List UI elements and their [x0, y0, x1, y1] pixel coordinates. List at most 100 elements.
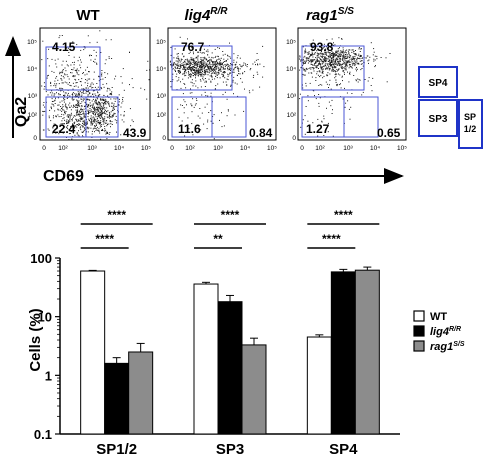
scatter-dot: [308, 58, 310, 60]
scatter-dot: [43, 129, 45, 131]
scatter-dot: [79, 124, 81, 126]
scatter-dot: [325, 52, 327, 54]
scatter-dot: [218, 68, 220, 70]
scatter-dot: [209, 68, 211, 70]
scatter-dot: [77, 107, 79, 109]
scatter-dot: [235, 66, 237, 68]
scatter-dot: [64, 81, 66, 83]
scatter-dot: [93, 90, 95, 92]
scatter-dot: [96, 62, 98, 64]
scatter-dot: [79, 105, 81, 107]
scatter-dot: [334, 74, 336, 75]
scatter-dot: [94, 108, 96, 110]
scatter-dot: [78, 102, 80, 104]
scatter-dot: [195, 74, 197, 76]
scatter-dot: [220, 60, 221, 62]
scatter-dot: [100, 98, 102, 100]
bar-wt: [80, 270, 106, 435]
scatter-dot: [147, 60, 149, 62]
scatter-dot: [191, 59, 193, 61]
scatter-dot: [121, 119, 123, 121]
scatter-dot: [216, 67, 218, 69]
scatter-dot: [174, 48, 176, 50]
scatter-dot: [44, 110, 46, 112]
x-ticks-wt: 0 10² 10³ 10⁴ 10⁵: [42, 145, 151, 152]
scatter-dot: [99, 114, 101, 116]
scatter-dot: [99, 105, 101, 107]
scatter-dot: [94, 109, 96, 111]
scatter-dot: [172, 65, 174, 67]
scatter-dot: [179, 66, 181, 68]
scatter-dot: [177, 57, 179, 59]
scatter-dot: [329, 53, 331, 55]
scatter-dot: [230, 85, 232, 87]
scatter-dot: [76, 95, 78, 97]
scatter-dot: [343, 62, 345, 64]
scatter-dot: [350, 66, 352, 68]
scatter-dot: [211, 76, 213, 78]
scatter-dot: [222, 73, 224, 75]
scatter-dot: [68, 120, 70, 122]
scatter-dot: [222, 81, 224, 83]
scatter-dot: [376, 55, 378, 57]
scatter-dot: [360, 54, 361, 56]
scatter-dot: [212, 71, 214, 73]
scatter-dot: [101, 88, 103, 90]
scatter-dot: [77, 60, 79, 62]
scatter-dot: [194, 60, 196, 62]
scatter-dot: [337, 70, 338, 72]
scatter-dot: [91, 110, 93, 112]
scatter-dot: [67, 125, 69, 126]
scatter-dot: [86, 127, 88, 129]
scatter-dot: [101, 74, 103, 76]
scatter-dot: [243, 110, 245, 112]
scatter-dot: [48, 129, 50, 131]
scatter-dot: [180, 58, 182, 60]
scatter-dot: [69, 115, 71, 117]
scatter-dot: [90, 121, 92, 123]
scatter-dot: [93, 78, 95, 80]
scatter-dot: [197, 62, 199, 64]
scatter-dot: [83, 116, 85, 117]
scatter-dot: [81, 84, 82, 86]
scatter-dot: [91, 104, 93, 106]
scatter-dot: [335, 54, 336, 56]
scatter-dot: [206, 81, 207, 83]
scatter-dot: [342, 55, 344, 57]
scatter-dot: [240, 65, 242, 67]
scatter-dot: [351, 59, 353, 60]
scatter-dot: [318, 68, 319, 69]
x-tick: 10²: [315, 145, 325, 152]
scatter-dot: [67, 94, 69, 96]
scatter-dot: [356, 58, 358, 60]
scatter-dot: [200, 67, 202, 69]
scatter-dot: [47, 58, 49, 60]
scatter-dot: [304, 68, 306, 70]
scatter-dot: [80, 105, 82, 107]
scatter-dot: [132, 87, 134, 89]
scatter-dot: [123, 121, 125, 123]
scatter-dot: [172, 68, 174, 70]
qa2-axis-label: Qa2: [13, 97, 30, 127]
scatter-dot: [100, 104, 102, 106]
scatter-dot: [334, 62, 336, 64]
scatter-dot: [342, 58, 344, 60]
scatter-dot: [329, 55, 331, 57]
scatter-dot: [201, 65, 203, 67]
scatter-dot: [328, 69, 330, 71]
scatter-dot: [92, 128, 94, 130]
scatter-dot: [342, 62, 344, 64]
scatter-dot: [351, 93, 353, 94]
scatter-dot: [196, 70, 198, 72]
scatter-dot: [80, 67, 82, 69]
scatter-dot: [234, 114, 236, 116]
y-tick: 10⁵: [27, 39, 37, 46]
scatter-dot: [89, 86, 91, 88]
scatter-dot: [97, 108, 98, 110]
scatter-dot: [65, 103, 67, 105]
scatter-dot: [188, 72, 190, 74]
x-tick: 10³: [343, 145, 353, 152]
scatter-dot: [212, 116, 214, 117]
scatter-dot: [205, 64, 207, 66]
scatter-dot: [103, 120, 105, 121]
